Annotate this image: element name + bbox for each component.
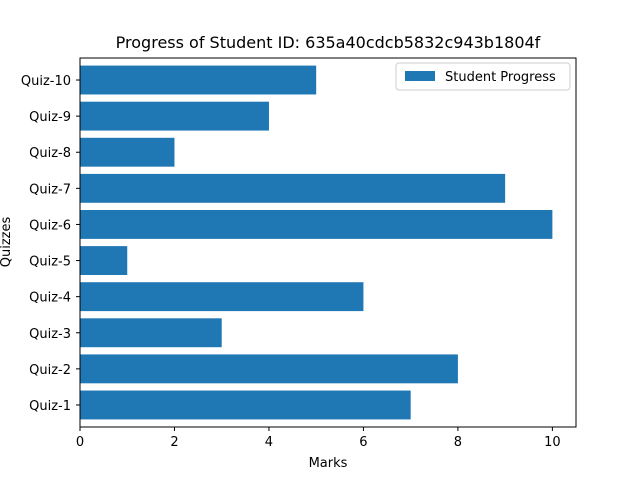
y-tick-label: Quiz-6: [29, 218, 71, 233]
bar-quiz-6: [80, 210, 553, 239]
x-tick-label: 0: [76, 435, 84, 450]
y-tick-label: Quiz-7: [29, 182, 71, 197]
chart-title: Progress of Student ID: 635a40cdcb5832c9…: [116, 33, 541, 52]
y-axis-title: Quizzes: [0, 217, 14, 268]
plot-frame: [79, 57, 577, 428]
y-tick-label: Quiz-4: [29, 291, 71, 306]
legend-frame: [395, 62, 571, 91]
bar-quiz-9: [80, 101, 269, 131]
y-tick-label: Quiz-9: [29, 110, 71, 125]
bar-quiz-3: [80, 318, 222, 348]
bar-quiz-8: [80, 137, 175, 167]
x-tick-label: 2: [170, 435, 178, 450]
bar-quiz-10: [80, 65, 317, 95]
x-tick-label: 10: [544, 435, 561, 450]
y-tick-label: Quiz-2: [29, 363, 71, 378]
x-tick-label: 8: [454, 435, 462, 450]
x-axis-ticks: 0 2 4 6 8 10: [76, 427, 561, 450]
y-tick-label: Quiz-1: [29, 399, 71, 414]
y-axis-ticks: Quiz-1 Quiz-2 Quiz-3 Quiz-4 Quiz-5 Quiz-6 Quiz…: [21, 74, 80, 414]
x-tick-label: 4: [265, 435, 273, 450]
legend-label: Student Progress: [445, 70, 556, 85]
x-axis-title: Marks: [309, 456, 348, 471]
bar-quiz-7: [80, 173, 506, 203]
legend: Student Progress: [395, 62, 571, 91]
bar-quiz-5: [80, 246, 128, 275]
bar-quiz-1: [80, 390, 411, 420]
y-tick-label: Quiz-3: [29, 327, 71, 342]
bar-quiz-4: [80, 282, 364, 312]
x-tick-label: 6: [359, 435, 367, 450]
bar-quiz-2: [80, 354, 458, 384]
y-tick-label: Quiz-10: [21, 74, 71, 89]
y-tick-label: Quiz-5: [29, 255, 71, 270]
bars-group: [80, 65, 553, 420]
y-tick-label: Quiz-8: [29, 146, 71, 161]
legend-swatch: [405, 71, 435, 81]
